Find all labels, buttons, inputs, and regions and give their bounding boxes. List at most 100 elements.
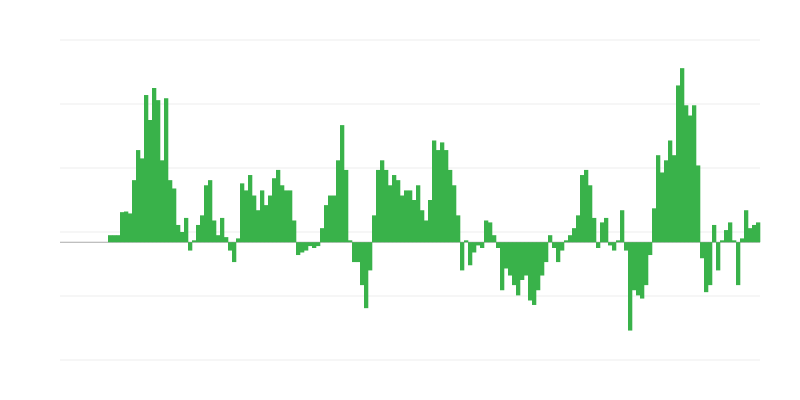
bar-42 [228, 242, 233, 251]
bar-128 [572, 228, 577, 243]
bar-51 [264, 205, 269, 243]
bar-156 [684, 105, 689, 243]
bar-150 [660, 172, 665, 243]
bar-39 [216, 235, 221, 243]
bar-91 [424, 220, 429, 243]
bar-117 [528, 242, 533, 301]
bar-99 [456, 215, 461, 243]
bar-101 [464, 240, 469, 243]
bar-109 [496, 242, 501, 248]
bar-80 [380, 160, 385, 243]
bar-82 [388, 185, 393, 243]
bar-17 [128, 213, 133, 243]
bar-15 [120, 212, 125, 243]
bar-60 [300, 242, 305, 253]
bar-79 [376, 169, 381, 243]
bar-147 [648, 242, 653, 256]
bar-153 [672, 155, 677, 243]
bar-110 [500, 242, 505, 291]
bar-74 [356, 242, 361, 263]
bar-33 [192, 240, 197, 243]
bar-59 [296, 242, 301, 256]
bar-142 [628, 242, 633, 331]
bar-85 [400, 195, 405, 243]
bar-24 [156, 100, 161, 243]
bar-111 [504, 242, 509, 269]
bar-12 [108, 235, 113, 243]
bar-171 [744, 210, 749, 243]
bar-114 [516, 242, 521, 296]
bar-129 [576, 215, 581, 243]
bar-23 [152, 88, 157, 243]
bar-50 [260, 190, 265, 243]
bar-139 [616, 240, 621, 243]
bar-47 [248, 175, 253, 243]
bar-121 [544, 242, 549, 263]
bar-145 [640, 242, 645, 299]
bar-22 [148, 120, 153, 243]
bar-90 [420, 210, 425, 243]
bar-162 [708, 242, 713, 286]
bar-81 [384, 169, 389, 243]
bar-138 [612, 242, 617, 251]
bar-66 [324, 205, 329, 243]
bar-78 [372, 215, 377, 243]
bar-46 [244, 190, 249, 243]
bar-53 [272, 178, 277, 243]
bar-19 [136, 150, 141, 243]
bar-149 [656, 155, 661, 243]
bar-86 [404, 190, 409, 243]
bar-18 [132, 180, 137, 243]
bar-30 [180, 232, 185, 243]
bar-173 [752, 224, 757, 243]
bar-151 [664, 160, 669, 243]
bar-169 [736, 242, 741, 286]
bar-89 [416, 185, 421, 243]
bar-65 [320, 228, 325, 243]
bar-58 [292, 220, 297, 243]
bar-49 [256, 210, 261, 243]
bar-158 [692, 105, 697, 243]
bar-143 [632, 242, 637, 291]
bar-20 [140, 158, 145, 243]
bar-132 [588, 185, 593, 243]
bar-34 [196, 224, 201, 243]
bar-152 [668, 140, 673, 243]
bar-67 [328, 195, 333, 243]
bar-48 [252, 195, 257, 243]
bar-106 [484, 220, 489, 243]
bar-83 [392, 175, 397, 243]
bar-154 [676, 85, 681, 243]
bar-21 [144, 95, 149, 243]
bar-125 [560, 242, 565, 251]
bar-135 [600, 222, 605, 243]
bar-68 [332, 195, 337, 243]
bar-157 [688, 115, 693, 243]
bar-43 [232, 242, 237, 263]
bars [108, 68, 761, 331]
bar-71 [344, 169, 349, 243]
bar-165 [720, 240, 725, 243]
bar-123 [552, 242, 557, 248]
bar-122 [548, 235, 553, 243]
bar-69 [336, 160, 341, 243]
bar-116 [524, 242, 529, 276]
bar-105 [480, 242, 485, 248]
bar-92 [428, 200, 433, 243]
bar-72 [348, 240, 353, 243]
bar-107 [488, 222, 493, 243]
bar-159 [696, 165, 701, 243]
bar-113 [512, 242, 517, 286]
bar-77 [368, 242, 373, 271]
bar-172 [748, 228, 753, 243]
bar-144 [636, 242, 641, 296]
bar-115 [520, 242, 525, 280]
bar-112 [508, 242, 513, 276]
bar-14 [116, 235, 121, 243]
bar-25 [160, 160, 165, 243]
bar-95 [440, 142, 445, 243]
bar-31 [184, 217, 189, 243]
bar-146 [644, 242, 649, 286]
bar-167 [728, 222, 733, 243]
bar-54 [276, 169, 281, 243]
